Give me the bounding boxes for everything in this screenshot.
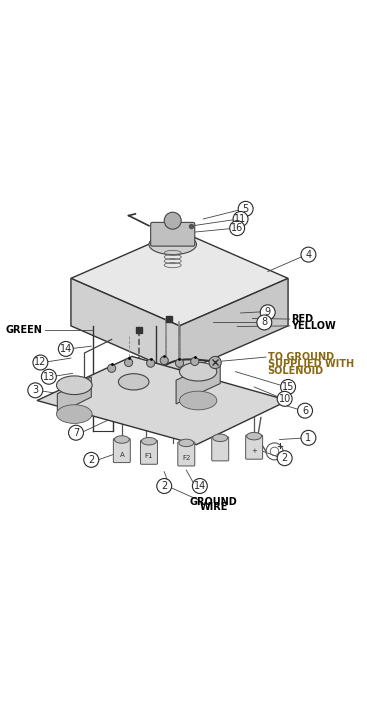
Text: 11: 11 xyxy=(235,214,247,224)
Ellipse shape xyxy=(149,234,196,255)
Text: 5: 5 xyxy=(243,204,249,214)
Text: 10: 10 xyxy=(279,394,291,404)
Polygon shape xyxy=(179,278,288,373)
Circle shape xyxy=(301,247,316,262)
Text: +: + xyxy=(251,448,257,455)
FancyBboxPatch shape xyxy=(246,435,263,459)
Text: 15: 15 xyxy=(282,382,294,392)
Polygon shape xyxy=(176,360,220,404)
Text: F2: F2 xyxy=(182,455,190,461)
Text: 16: 16 xyxy=(231,223,243,233)
Circle shape xyxy=(84,453,99,467)
Text: SUPPLIED WITH: SUPPLIED WITH xyxy=(268,359,354,369)
Circle shape xyxy=(281,379,295,395)
Ellipse shape xyxy=(119,373,149,390)
Ellipse shape xyxy=(57,376,92,395)
Circle shape xyxy=(58,342,73,357)
Text: 4: 4 xyxy=(305,250,312,260)
Polygon shape xyxy=(37,357,288,445)
Text: A: A xyxy=(119,452,124,457)
Text: 7: 7 xyxy=(73,428,79,438)
Circle shape xyxy=(277,391,292,406)
Ellipse shape xyxy=(115,436,129,443)
Text: 2: 2 xyxy=(281,453,288,463)
Text: TO GROUND: TO GROUND xyxy=(268,352,334,362)
Circle shape xyxy=(301,431,316,445)
FancyBboxPatch shape xyxy=(113,438,130,462)
Circle shape xyxy=(157,479,172,493)
FancyBboxPatch shape xyxy=(178,442,195,466)
FancyBboxPatch shape xyxy=(212,437,229,461)
Text: WIRE: WIRE xyxy=(199,503,228,513)
Ellipse shape xyxy=(179,362,217,381)
Circle shape xyxy=(124,359,133,366)
Text: 14: 14 xyxy=(194,481,206,491)
Ellipse shape xyxy=(247,432,262,440)
Text: 1: 1 xyxy=(305,433,312,443)
Circle shape xyxy=(277,450,292,466)
Circle shape xyxy=(164,213,181,229)
Polygon shape xyxy=(71,231,288,326)
Circle shape xyxy=(257,315,272,330)
Text: YELLOW: YELLOW xyxy=(291,321,336,331)
Circle shape xyxy=(191,357,199,366)
Text: 2: 2 xyxy=(161,481,167,491)
Ellipse shape xyxy=(57,405,92,424)
Ellipse shape xyxy=(179,391,217,409)
Polygon shape xyxy=(57,377,91,414)
Circle shape xyxy=(298,403,312,418)
Circle shape xyxy=(238,201,253,216)
Ellipse shape xyxy=(213,434,228,441)
Text: +: + xyxy=(276,442,283,451)
Circle shape xyxy=(233,212,248,227)
Text: GREEN: GREEN xyxy=(5,325,42,335)
Circle shape xyxy=(69,425,83,441)
Ellipse shape xyxy=(179,439,194,447)
Circle shape xyxy=(260,305,275,320)
Circle shape xyxy=(160,357,168,364)
Circle shape xyxy=(108,364,116,372)
Text: 9: 9 xyxy=(265,307,271,317)
Text: 14: 14 xyxy=(60,344,72,354)
Text: F1: F1 xyxy=(145,453,153,460)
Text: SOLENOID: SOLENOID xyxy=(268,366,324,376)
Polygon shape xyxy=(71,278,179,373)
Text: 2: 2 xyxy=(88,455,94,465)
Circle shape xyxy=(175,359,184,367)
Text: GROUND: GROUND xyxy=(189,496,237,507)
Text: RED: RED xyxy=(291,314,313,324)
FancyBboxPatch shape xyxy=(141,441,157,465)
Circle shape xyxy=(28,383,43,397)
Text: 6: 6 xyxy=(302,406,308,416)
Circle shape xyxy=(192,479,207,493)
Text: 8: 8 xyxy=(261,318,268,328)
Circle shape xyxy=(209,357,221,369)
Text: 12: 12 xyxy=(34,357,47,368)
Circle shape xyxy=(33,355,48,370)
Ellipse shape xyxy=(142,438,156,445)
Circle shape xyxy=(146,359,155,367)
FancyBboxPatch shape xyxy=(151,222,195,246)
Circle shape xyxy=(230,221,245,236)
Circle shape xyxy=(41,369,57,384)
Text: 3: 3 xyxy=(32,385,39,395)
Text: 13: 13 xyxy=(43,372,55,382)
